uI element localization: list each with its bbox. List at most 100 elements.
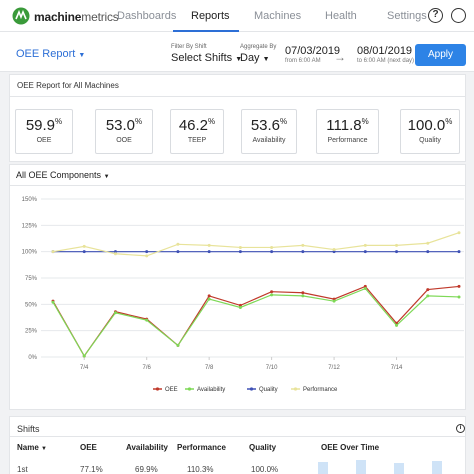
divider — [9, 96, 466, 97]
column-header-performance[interactable]: Performance — [177, 443, 226, 452]
x-tick-label: 7/4 — [80, 365, 89, 371]
brand-name: machinemetrics — [34, 10, 119, 24]
data-point-quality — [301, 250, 305, 254]
y-tick-label: 125% — [22, 223, 38, 229]
row-performance: 110.3% — [187, 465, 214, 474]
series-line-oee — [52, 285, 460, 358]
data-point-performance — [270, 245, 274, 249]
divider — [9, 185, 466, 186]
row-availability: 69.9% — [135, 465, 158, 474]
nav-machines[interactable]: Machines — [254, 10, 302, 22]
data-point-availability — [113, 311, 117, 315]
data-point-performance — [51, 250, 55, 254]
nav-health[interactable]: Health — [325, 10, 357, 22]
row-name: 1st — [17, 465, 28, 474]
column-header-oee[interactable]: OEE — [80, 443, 97, 452]
chevron-down-icon: ▼ — [78, 52, 86, 59]
data-point-performance — [301, 243, 305, 247]
data-point-performance — [82, 244, 86, 248]
data-point-performance — [457, 231, 461, 235]
data-point-performance — [176, 242, 180, 246]
help-icon[interactable]: ? — [428, 8, 443, 23]
data-point-quality — [332, 250, 336, 254]
aggregate-filter[interactable]: Aggregate By Day ▼ — [240, 44, 277, 64]
nav-reports[interactable]: Reports — [191, 10, 230, 22]
y-tick-label: 150% — [22, 197, 38, 203]
x-tick-label: 7/12 — [328, 365, 340, 371]
sort-down-icon: ▼ — [41, 446, 47, 452]
data-point-quality — [207, 250, 211, 254]
x-tick-label: 7/14 — [391, 365, 403, 371]
data-point-performance — [207, 243, 211, 247]
chart-components-dropdown[interactable]: All OEE Components ▼ — [16, 170, 110, 180]
data-point-availability — [238, 305, 242, 309]
data-point-quality — [457, 250, 461, 254]
divider — [9, 436, 466, 437]
data-point-oee — [207, 294, 211, 298]
column-header-quality[interactable]: Quality — [249, 443, 277, 452]
shifts-title: Shifts — [17, 424, 40, 434]
legend-marker-quality — [249, 387, 254, 391]
data-point-quality — [238, 250, 242, 254]
chevron-down-icon: ▼ — [262, 56, 270, 63]
legend-label-performance: Performance — [303, 387, 338, 393]
data-point-quality — [270, 250, 274, 254]
legend-marker-oee — [155, 387, 160, 391]
end-date-picker[interactable]: 08/01/2019 to 6:00 AM (next day) — [357, 45, 415, 64]
data-point-quality — [426, 250, 430, 254]
summary-panel — [9, 74, 466, 162]
data-point-oee — [238, 303, 242, 307]
data-point-availability — [332, 299, 336, 303]
data-point-performance — [332, 248, 336, 252]
data-point-availability — [457, 295, 461, 299]
metric-performance: 111.8% Performance — [316, 109, 379, 154]
data-point-performance — [113, 252, 117, 256]
nav-settings[interactable]: Settings — [387, 10, 427, 22]
data-point-availability — [363, 287, 367, 291]
shift-filter[interactable]: Filter By Shift Select Shifts ▼ — [171, 44, 243, 64]
chart-panel — [9, 164, 466, 410]
data-point-availability — [395, 323, 399, 327]
report-type-dropdown[interactable]: OEE Report ▼ — [16, 48, 86, 60]
data-point-oee — [301, 291, 305, 295]
chevron-down-icon: ▼ — [103, 174, 110, 180]
data-point-availability — [301, 294, 305, 298]
x-tick-label: 7/6 — [143, 365, 152, 371]
data-point-oee — [426, 288, 430, 292]
arrow-right-icon: → — [334, 50, 346, 64]
column-header-availability[interactable]: Availability — [126, 443, 168, 452]
legend-label-oee: OEE — [165, 387, 178, 393]
column-header-oee-over-time[interactable]: OEE Over Time — [321, 443, 380, 452]
metric-teep: 46.2% TEEP — [170, 109, 224, 154]
data-point-oee — [332, 297, 336, 301]
chevron-down-icon: ▼ — [235, 56, 243, 63]
info-icon[interactable]: i — [456, 424, 465, 433]
data-point-availability — [51, 300, 55, 304]
metric-quality: 100.0% Quality — [400, 109, 460, 154]
start-date-picker[interactable]: 07/03/2019 from 6:00 AM — [285, 45, 341, 64]
user-circle-icon[interactable] — [451, 8, 466, 23]
legend-marker-availability — [187, 387, 192, 391]
column-header-name[interactable]: Name ▼ — [17, 443, 47, 452]
data-point-quality — [363, 250, 367, 254]
report-toolbar: OEE Report ▼ Filter By Shift Select Shif… — [0, 32, 474, 72]
y-tick-label: 25% — [25, 329, 38, 335]
machinemetrics-logo-icon[interactable] — [12, 7, 30, 25]
data-point-performance — [426, 241, 430, 245]
series-line-performance — [52, 232, 460, 257]
data-point-oee — [457, 284, 461, 288]
data-point-quality — [82, 250, 86, 254]
metric-ooe: 53.0% OOE — [95, 109, 153, 154]
x-tick-label: 7/8 — [205, 365, 214, 371]
data-point-quality — [395, 250, 399, 254]
data-point-availability — [176, 343, 180, 347]
data-point-quality — [176, 250, 180, 254]
data-point-availability — [207, 297, 211, 301]
apply-button[interactable]: Apply — [415, 44, 466, 66]
y-tick-label: 75% — [25, 276, 38, 282]
shifts-panel — [9, 416, 466, 474]
active-tab-indicator — [173, 30, 239, 32]
nav-dashboards[interactable]: Dashboards — [117, 10, 177, 22]
data-point-performance — [363, 243, 367, 247]
data-point-performance — [395, 243, 399, 247]
